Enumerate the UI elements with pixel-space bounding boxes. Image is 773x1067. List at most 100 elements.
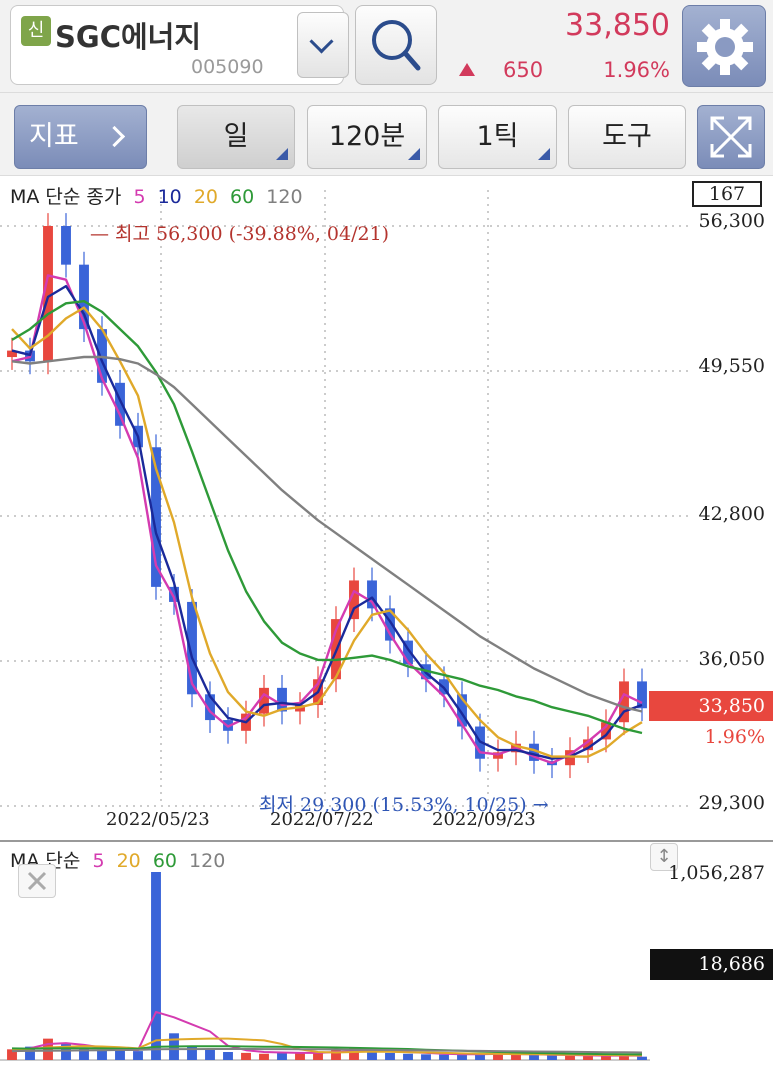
volume-chart[interactable]	[0, 843, 773, 1065]
legend-ma20: 20	[193, 186, 218, 208]
candle-body	[529, 743, 539, 761]
panel-divider[interactable]	[0, 840, 773, 842]
vol-legend-ma20: 20	[116, 850, 141, 872]
ma-5-line	[11, 274, 643, 765]
vol-legend-ma5: 5	[92, 850, 105, 872]
period-day-button[interactable]: 일	[177, 105, 295, 169]
price-ma-legend: MA 단순 종가 5 10 20 60 120	[10, 182, 309, 209]
candle-body	[601, 722, 611, 740]
vol-legend-ma60: 60	[152, 850, 177, 872]
y-label-2: 49,550	[698, 355, 765, 377]
vol-ma-20-line	[11, 1037, 643, 1057]
candle-body	[169, 586, 179, 602]
price-legend-prefix: MA 단순 종가	[10, 186, 122, 208]
legend-ma10: 10	[157, 186, 182, 208]
candle-body	[583, 739, 593, 751]
date-label-3: 2022/09/23	[432, 809, 536, 830]
candle-body	[385, 608, 395, 641]
close-icon	[27, 871, 47, 891]
high-annotation-text: 최고 56,300 (-39.88%, 04/21)	[115, 223, 390, 245]
volume-bar	[259, 1053, 269, 1060]
date-label-1: 2022/05/23	[106, 809, 210, 830]
period-tick-label: 1틱	[476, 121, 519, 152]
volume-bar	[79, 1047, 89, 1060]
candle-body	[457, 694, 467, 727]
candle-body	[349, 580, 359, 620]
period-tick-button[interactable]: 1틱	[438, 105, 557, 169]
volume-bar	[529, 1055, 539, 1060]
expand-button[interactable]	[697, 105, 765, 169]
period-minute-button[interactable]: 120분	[307, 105, 427, 169]
tools-label: 도구	[602, 121, 652, 152]
volume-bar	[439, 1054, 449, 1060]
volume-bar	[7, 1049, 17, 1060]
credit-badge: 신	[21, 16, 51, 46]
volume-bar	[637, 1056, 647, 1060]
candle-body	[43, 226, 53, 362]
candle-body	[115, 382, 125, 426]
candle-body	[7, 350, 17, 358]
stock-name: SGC에너지	[55, 20, 202, 54]
volume-bar	[295, 1053, 305, 1060]
vol-ma-60-line	[11, 1045, 643, 1056]
volume-bar	[97, 1049, 107, 1060]
stock-header: 신 SGC에너지 005090 33,850 650 1.96%	[0, 0, 773, 92]
high-annotation: — 최고 56,300 (-39.88%, 04/21)	[90, 223, 390, 245]
legend-ma5: 5	[133, 186, 146, 208]
ma-10-line	[11, 284, 643, 760]
volume-bar	[385, 1052, 395, 1060]
resize-updown-button[interactable]: ↕	[650, 843, 678, 871]
up-triangle-icon	[459, 63, 475, 76]
price-chart[interactable]	[0, 178, 773, 840]
volume-bar	[403, 1053, 413, 1060]
candle-body	[619, 681, 629, 723]
volume-bar	[601, 1055, 611, 1060]
stock-selector[interactable]: 신 SGC에너지 005090	[10, 5, 349, 85]
low-annotation: 최저 29,300 (15.53%, 10/25) →	[259, 794, 549, 816]
volume-bar	[223, 1051, 233, 1060]
candle-body	[151, 447, 161, 587]
vol-legend-ma120: 120	[189, 850, 226, 872]
volume-bar	[151, 872, 161, 1060]
volume-bar	[475, 1053, 485, 1060]
volume-max-label: 1,056,287	[668, 862, 765, 884]
volume-bar	[565, 1055, 575, 1060]
chart-toolbar: 지표 일 120분 1틱 도구	[0, 92, 773, 176]
volume-bar	[61, 1043, 71, 1060]
y-label-5: 29,300	[698, 792, 765, 814]
volume-bar	[331, 1050, 341, 1060]
corner-arrow-icon	[408, 148, 420, 160]
price-change-percent: 1.96%	[603, 58, 670, 82]
period-day-label: 일	[223, 121, 249, 152]
count-box: 167	[692, 181, 762, 207]
volume-bar	[187, 1045, 197, 1060]
stock-code: 005090	[191, 56, 264, 78]
y-label-3: 42,800	[698, 503, 765, 525]
volume-current-box: 18,686	[650, 949, 773, 980]
indicator-button[interactable]: 지표	[14, 105, 147, 169]
vol-ma-120-line	[11, 1048, 643, 1054]
current-price: 33,850	[565, 8, 670, 43]
legend-ma60: 60	[230, 186, 255, 208]
ma-120-line	[11, 355, 643, 713]
candle-body	[187, 601, 197, 695]
candle-body	[367, 580, 377, 609]
volume-bar	[421, 1054, 431, 1060]
volume-bar	[133, 1051, 143, 1060]
ma-60-line	[11, 300, 643, 735]
close-volume-button[interactable]	[18, 864, 56, 898]
settings-button[interactable]	[682, 5, 766, 87]
candle-body	[259, 687, 269, 714]
tools-button[interactable]: 도구	[568, 105, 686, 169]
y-label-4: 36,050	[698, 648, 765, 670]
stock-dropdown-button[interactable]	[297, 12, 349, 78]
expand-icon	[710, 116, 752, 158]
candle-body	[61, 226, 71, 265]
candle-body	[205, 694, 215, 721]
corner-arrow-icon	[538, 148, 550, 160]
indicator-label: 지표	[29, 121, 79, 152]
volume-bar	[493, 1052, 503, 1060]
volume-bar	[457, 1055, 467, 1060]
volume-bar	[25, 1046, 35, 1060]
search-button[interactable]	[355, 5, 437, 85]
